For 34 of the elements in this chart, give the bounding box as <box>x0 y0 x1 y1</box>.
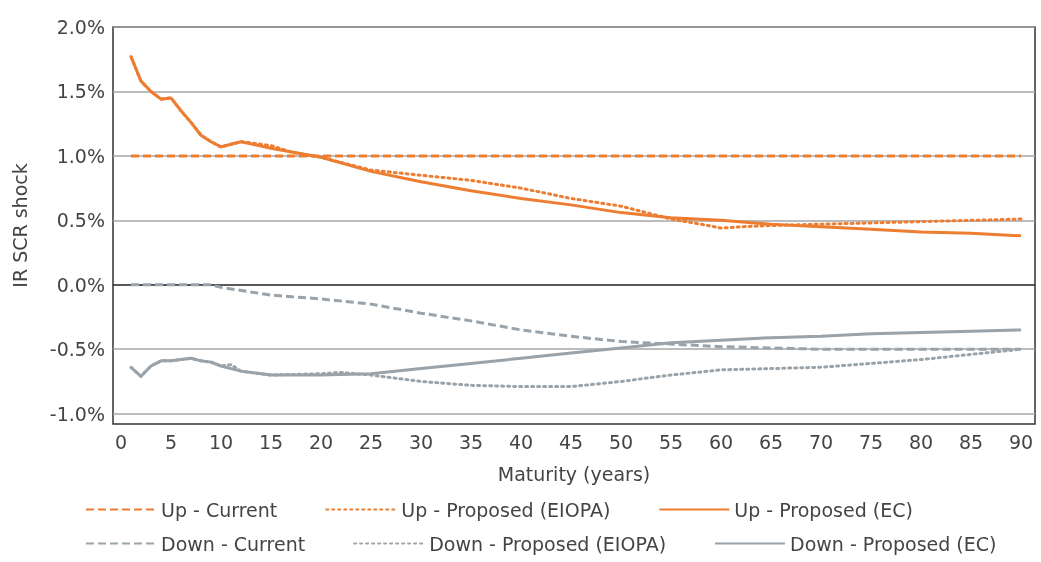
x-tick-label: 80 <box>908 430 934 453</box>
x-tick-label: 60 <box>708 430 734 453</box>
legend-label: Up - Proposed (EC) <box>734 498 913 521</box>
legend-label: Up - Proposed (EIOPA) <box>401 498 611 521</box>
legend-label: Down - Proposed (EIOPA) <box>429 532 667 555</box>
y-tick-label: 0.0% <box>56 273 105 296</box>
x-tick-label: 85 <box>958 430 984 453</box>
x-tick-label: 90 <box>1008 430 1034 453</box>
x-tick-label: 75 <box>858 430 884 453</box>
x-tick-label: 5 <box>164 430 178 453</box>
x-tick-label: 65 <box>758 430 784 453</box>
y-axis-title: IR SCR shock <box>8 163 31 288</box>
y-tick-label: -0.5% <box>49 338 105 361</box>
x-tick-label: 55 <box>658 430 684 453</box>
x-tick-label: 40 <box>508 430 534 453</box>
legend-label: Up - Current <box>161 498 278 521</box>
x-tick-label: 0 <box>114 430 128 453</box>
legend-label: Down - Current <box>161 532 306 555</box>
legend-label: Down - Proposed (EC) <box>790 532 997 555</box>
y-tick-label: -1.0% <box>49 402 105 425</box>
y-tick-label: 1.5% <box>56 80 105 103</box>
y-tick-label: 2.0% <box>56 16 105 38</box>
y-tick-label: 1.0% <box>56 144 105 167</box>
x-tick-label: 15 <box>258 430 284 453</box>
x-tick-label: 35 <box>458 430 484 453</box>
x-tick-label: 10 <box>208 430 234 453</box>
x-tick-label: 25 <box>358 430 384 453</box>
x-tick-label: 30 <box>408 430 434 453</box>
x-tick-label: 45 <box>558 430 584 453</box>
x-tick-label: 70 <box>808 430 834 453</box>
y-tick-label: 0.5% <box>56 209 105 232</box>
x-tick-label: 50 <box>608 430 634 453</box>
x-tick-label: 20 <box>308 430 334 453</box>
x-axis-title: Maturity (years) <box>497 462 651 485</box>
